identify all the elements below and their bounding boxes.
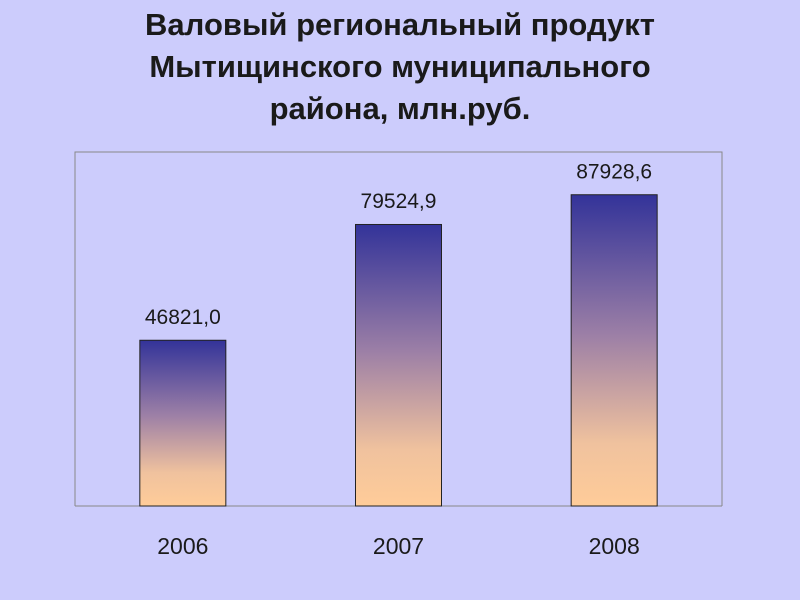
bar: [355, 223, 442, 507]
value-label: 87928,6: [576, 160, 652, 183]
x-tick-label: 2008: [589, 533, 640, 559]
chart-title: Валовый региональный продукт Мытищинског…: [145, 7, 655, 126]
value-label: 79524,9: [361, 190, 437, 213]
x-tick-label: 2006: [157, 533, 208, 559]
bar: [139, 339, 227, 507]
x-tick-label: 2007: [373, 533, 424, 559]
bar: [570, 194, 658, 507]
plot-frame: [74, 151, 723, 506]
value-label: 46821,0: [145, 306, 221, 329]
